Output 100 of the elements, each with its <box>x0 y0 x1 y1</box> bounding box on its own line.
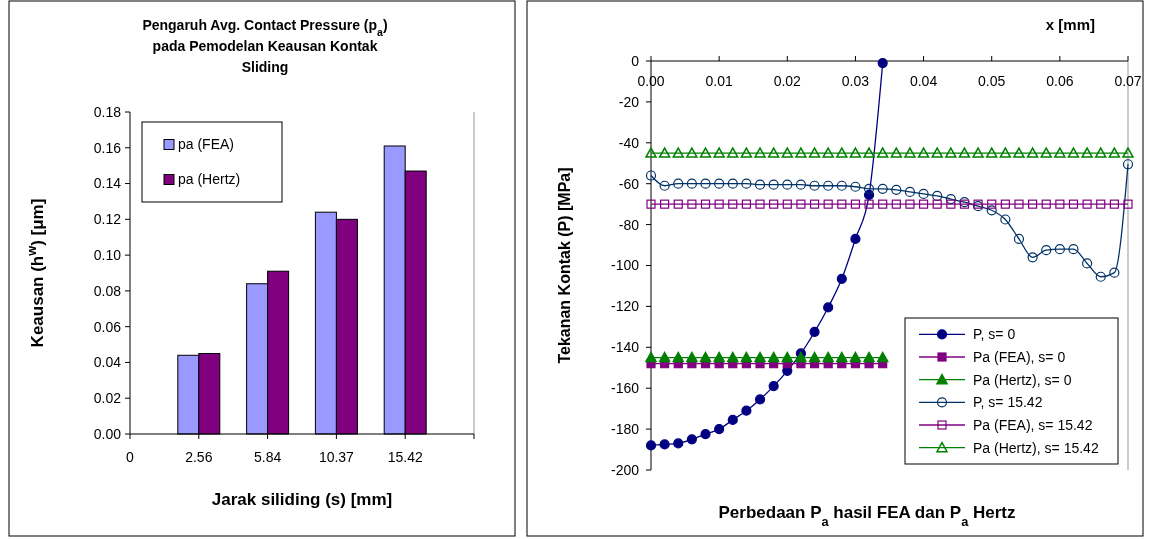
point <box>917 147 930 158</box>
point <box>754 147 766 158</box>
point <box>767 351 780 363</box>
point <box>1041 199 1051 209</box>
point <box>1082 199 1092 209</box>
legend-label: P, s= 0 <box>973 326 1016 343</box>
y-tick-label: 0.14 <box>93 175 122 192</box>
x-tick-label: 0.03 <box>841 73 870 89</box>
point <box>769 199 779 209</box>
point <box>727 351 739 363</box>
point <box>822 147 834 158</box>
point <box>659 439 670 450</box>
point <box>985 147 998 158</box>
x-tick-label: 2.56 <box>185 449 213 465</box>
point <box>673 178 684 189</box>
point <box>1040 147 1052 158</box>
point <box>713 147 725 158</box>
y-tick-label: -120 <box>610 298 640 315</box>
y-tick-label: -180 <box>610 421 640 437</box>
point <box>1000 199 1010 209</box>
y-tick-label: -60 <box>618 175 640 192</box>
point <box>767 147 780 158</box>
point <box>1068 199 1079 209</box>
point <box>863 351 875 363</box>
point <box>700 199 711 209</box>
point <box>699 351 712 363</box>
legend-label: pa (Hertz) <box>178 171 241 188</box>
point <box>932 190 943 202</box>
point <box>972 147 984 158</box>
point <box>645 170 657 181</box>
point <box>1109 267 1120 278</box>
y-tick-label: -20 <box>618 93 640 110</box>
x-tick-label: 0.02 <box>773 73 802 89</box>
point <box>781 147 794 158</box>
point <box>795 179 807 190</box>
point <box>932 199 942 209</box>
point <box>850 181 861 192</box>
point <box>890 147 903 158</box>
point <box>823 180 834 191</box>
point <box>1054 244 1065 255</box>
y-tick-label: -160 <box>610 380 640 397</box>
point <box>987 199 997 209</box>
point <box>836 273 847 284</box>
point <box>727 147 739 158</box>
point <box>740 351 753 363</box>
legend-label: pa (FEA) <box>178 136 235 153</box>
x-tick-label: 0.06 <box>1046 73 1074 89</box>
point <box>809 326 820 338</box>
point <box>1081 147 1093 158</box>
x-tick-label: 0.00 <box>637 73 665 89</box>
point <box>672 147 685 158</box>
x-tick-label: 0.04 <box>909 73 938 89</box>
point <box>850 233 861 245</box>
point <box>658 147 671 158</box>
legend-label: Pa (FEA), s= 15.42 <box>973 416 1093 433</box>
y-axis-title: Tekanan Kontak (P) [MPa] <box>556 167 573 364</box>
point <box>714 199 724 209</box>
point <box>1014 199 1024 209</box>
y-tick-label: 0.10 <box>93 247 122 264</box>
point <box>809 199 820 209</box>
point <box>700 429 711 440</box>
x-axis-title: x [mm] <box>1045 16 1095 33</box>
point <box>741 178 752 189</box>
point <box>687 199 697 209</box>
point <box>658 351 671 363</box>
point <box>849 351 862 363</box>
point <box>795 147 807 158</box>
y-tick-label: 0.18 <box>93 103 122 120</box>
point <box>727 178 738 189</box>
point <box>891 199 901 209</box>
y-tick-label: 0.16 <box>93 139 122 156</box>
point <box>1109 199 1119 209</box>
point <box>1027 252 1038 263</box>
point <box>1068 244 1079 255</box>
point <box>877 183 888 194</box>
point <box>714 424 725 435</box>
point <box>808 351 821 363</box>
point <box>1096 199 1106 209</box>
point <box>1108 147 1121 158</box>
point <box>659 180 670 191</box>
point <box>836 351 848 363</box>
point <box>673 199 683 209</box>
point <box>660 199 670 209</box>
point <box>876 147 889 158</box>
point <box>1028 199 1038 209</box>
point <box>823 302 834 313</box>
point <box>1000 214 1011 225</box>
point <box>796 199 806 209</box>
y-tick-label: 0.02 <box>93 390 122 407</box>
point <box>945 147 957 158</box>
point <box>1067 147 1080 158</box>
point <box>795 351 807 363</box>
x-tick-label: 0 <box>126 449 135 465</box>
point <box>672 351 685 363</box>
point <box>713 351 725 363</box>
y-tick-label: 0 <box>631 52 640 69</box>
x-tick-label: 0.01 <box>705 73 733 89</box>
point <box>877 57 888 69</box>
legend-label: Pa (Hertz), s= 0 <box>973 371 1072 388</box>
point <box>768 179 779 190</box>
